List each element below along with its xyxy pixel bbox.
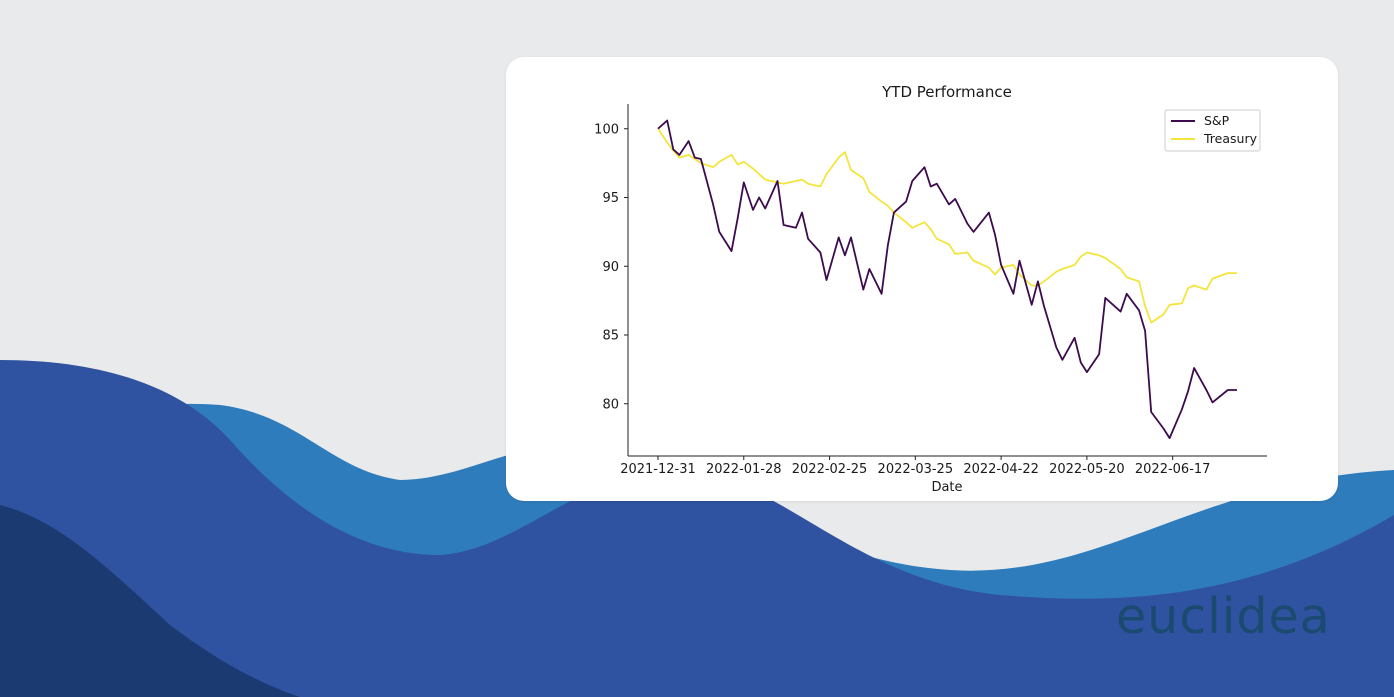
x-tick-label: 2022-05-20 <box>1049 462 1125 477</box>
legend-label-treasury: Treasury <box>1203 131 1258 146</box>
series-layer <box>657 119 1237 440</box>
brand-logo: euclidea <box>1116 588 1331 645</box>
y-tick-label: 95 <box>602 191 619 206</box>
y-tick-label: 80 <box>602 397 619 412</box>
series-line-treasury <box>657 128 1237 324</box>
x-tick-label: 2022-04-22 <box>963 462 1039 477</box>
y-tick-label: 100 <box>594 122 619 137</box>
y-tick-label: 90 <box>602 260 619 275</box>
chart-title: YTD Performance <box>881 83 1012 101</box>
wave-dark <box>0 505 300 697</box>
y-tick-labels: 80 85 90 95 100 <box>594 122 628 412</box>
x-tick-label: 2022-01-28 <box>706 462 782 477</box>
y-tick-label: 85 <box>602 329 619 344</box>
x-tick-label: 2022-06-17 <box>1135 462 1211 477</box>
x-axis-label: Date <box>931 480 962 495</box>
wave-mid <box>0 360 1394 697</box>
x-tick-label: 2021-12-31 <box>620 462 696 477</box>
series-line-sp <box>657 119 1237 440</box>
legend: S&P Treasury <box>1164 109 1261 152</box>
x-tick-labels: 2021-12-31 2022-01-28 2022-02-25 2022-03-25… <box>620 456 1210 477</box>
x-tick-label: 2022-02-25 <box>792 462 868 477</box>
x-tick-label: 2022-03-25 <box>878 462 954 477</box>
legend-label-sp: S&P <box>1204 113 1230 128</box>
